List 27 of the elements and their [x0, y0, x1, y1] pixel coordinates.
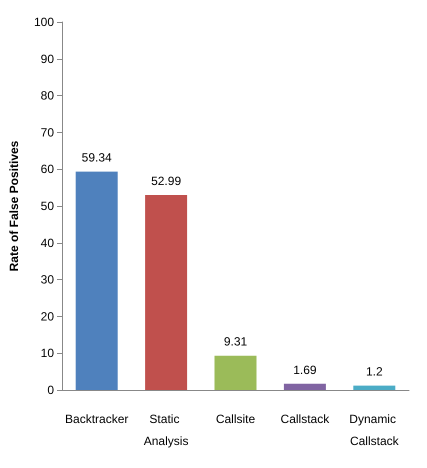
- x-tick-label: Callstack: [280, 412, 330, 426]
- y-tick-label: 0: [47, 383, 54, 397]
- x-tick-label: Backtracker: [65, 412, 128, 426]
- y-tick-label: 70: [40, 125, 54, 140]
- y-tick-label: 30: [40, 272, 54, 287]
- data-label: 52.99: [151, 174, 182, 188]
- bar: [214, 356, 256, 390]
- y-tick-label: 80: [40, 88, 54, 103]
- data-label: 9.31: [224, 334, 248, 349]
- data-label: 1.2: [366, 364, 383, 379]
- y-axis-title: Rate of False Positives: [7, 140, 21, 272]
- y-tick-label: 90: [40, 52, 54, 66]
- data-label: 1.69: [293, 362, 317, 377]
- bar: [76, 172, 118, 390]
- x-tick-label: Dynamic Callstack: [349, 412, 400, 448]
- y-tick-label: 50: [40, 199, 54, 213]
- y-tick-label: 40: [40, 236, 54, 250]
- data-label: 59.34: [82, 150, 112, 165]
- x-tick-label: Callsite: [216, 412, 256, 426]
- y-tick-label: 10: [40, 346, 54, 360]
- y-tick-label: 100: [34, 15, 54, 29]
- x-tick-label: Static Analysis: [144, 412, 188, 448]
- y-tick-label: 20: [40, 309, 54, 324]
- bar: [284, 384, 326, 390]
- y-tick-label: 60: [40, 162, 54, 176]
- bar: [145, 194, 188, 390]
- bar: [353, 386, 396, 390]
